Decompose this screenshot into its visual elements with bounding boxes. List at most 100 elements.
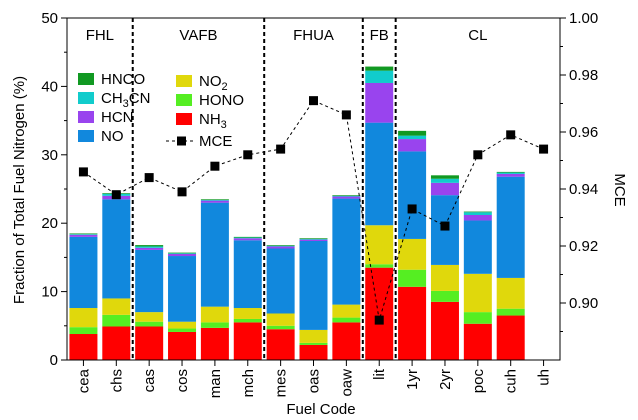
legend-swatch-HNCO [78,73,94,85]
legend-swatch-NO [78,130,94,142]
bar-cea-HONO [69,327,98,335]
x-tick-label-oas: oas [306,369,323,393]
group-label-FHL: FHL [86,27,114,44]
bar-cos-NO [168,256,197,322]
axes: 0 10 20 30 40 50 0.90 0.92 0.94 0.96 0.98 1.00 cea ch… [41,10,598,398]
x-tick-label-chs: chs [108,369,125,392]
bar-cea-HNCO [69,233,98,235]
bar-lit-HNCO [365,66,394,71]
bar-cea-CH3CN [69,234,98,235]
group-label-FB: FB [370,27,389,44]
y-axis-title: Fraction of Total Fuel Nitrogen (%) [11,76,28,304]
x-tick-label-cuh: cuh [503,369,520,393]
x-tick-label-1yr: 1yr [404,369,421,390]
bar-cas-NH3 [135,326,164,360]
y-tick-label-0: 0 [50,352,58,369]
legend-label-HONO: HONO [199,92,244,109]
bar-cas-HONO [135,321,164,327]
stacked-bars [69,66,525,360]
bar-cea-HCN [69,234,98,237]
bar-mch-NH3 [233,322,262,360]
bar-cos-HCN [168,253,197,257]
bar-2yr-HONO [430,290,459,302]
y2-tick-label-0.94: 0.94 [569,181,598,198]
y2-axis-title: MCE [611,173,628,206]
bar-oas-NO2 [299,329,328,343]
bar-chs-NO2 [102,298,131,315]
bar-lit-CH3CN [365,70,394,83]
y-tick-label-40: 40 [41,78,58,95]
legend-swatch-CH3CN [78,92,94,104]
x-tick-label-uh: uh [536,369,553,386]
x-tick-label-cos: cos [174,369,191,392]
mce-point-2yr [440,221,450,231]
bar-chs-NO [102,199,131,299]
bar-mes-HNCO [266,245,295,246]
bar-cos-HNCO [168,252,197,254]
bar-oaw-NO [332,198,361,305]
legend-swatch-HONO [176,94,192,106]
bar-1yr-HONO [398,269,427,287]
bar-poc-HONO [463,312,492,324]
bar-poc-NO2 [463,273,492,313]
bar-cos-CH3CN [168,253,197,254]
legend-label-NO: NO [101,128,124,145]
mce-point-cea [78,167,88,177]
bar-1yr-NO [398,151,427,239]
legend-mce-marker [177,136,186,146]
mce-point-1yr [407,204,417,214]
bar-man-HCN [200,200,229,203]
y2-tick-label-0.92: 0.92 [569,238,598,255]
x-tick-label-oaw: oaw [338,369,355,397]
bar-mch-NO [233,240,262,309]
x-tick-label-mes: mes [273,369,290,397]
bar-1yr-CH3CN [398,135,427,140]
bar-mes-NO2 [266,313,295,326]
bar-poc-NH3 [463,323,492,360]
group-label-VAFB: VAFB [179,27,217,44]
legend-label-NH3: NH3 [199,111,227,131]
bar-lit-HCN [365,82,394,123]
bar-cos-NO2 [168,321,197,329]
bar-mch-HONO [233,318,262,323]
bar-chs-HONO [102,314,131,327]
bar-1yr-HNCO [398,130,427,136]
x-tick-label-cas: cas [141,369,158,392]
bar-mes-NO [266,248,295,314]
legend-label-NO2: NO2 [199,73,228,93]
mce-point-chs [111,190,121,200]
bar-cuh-CH3CN [496,172,525,174]
bar-oas-CH3CN [299,238,328,240]
legend-swatch-NH3 [176,113,192,125]
bar-oaw-NO2 [332,304,361,318]
x-axis-title: Fuel Code [286,401,355,418]
bar-cas-CH3CN [135,246,164,248]
bar-cea-NH3 [69,334,98,360]
bar-1yr-NO2 [398,238,427,270]
bar-cas-HNCO [135,245,164,247]
mce-point-uh [539,144,549,154]
bar-cos-HONO [168,328,197,332]
bar-cea-NO2 [69,308,98,328]
bar-2yr-HNCO [430,175,459,179]
y-tick-label-20: 20 [41,215,58,232]
bar-cuh-NO2 [496,277,525,309]
mce-point-oaw [341,110,351,120]
mce-point-man [210,161,220,171]
bar-man-NO [200,202,229,307]
bar-1yr-NH3 [398,286,427,360]
bar-oas-NO [299,240,328,330]
y2-tick-label-1.00: 1.00 [569,10,598,27]
bar-mch-CH3CN [233,237,262,239]
mce-series [78,96,549,325]
bar-mch-NO2 [233,308,262,319]
bar-lit-HONO [365,264,394,268]
bar-1yr-HCN [398,139,427,152]
mce-point-poc [473,150,483,160]
bar-man-HNCO [200,199,229,200]
bar-cas-HCN [135,247,164,250]
mce-point-cas [144,173,154,183]
legend-swatch-NO2 [176,75,192,87]
bar-oaw-CH3CN [332,195,361,197]
